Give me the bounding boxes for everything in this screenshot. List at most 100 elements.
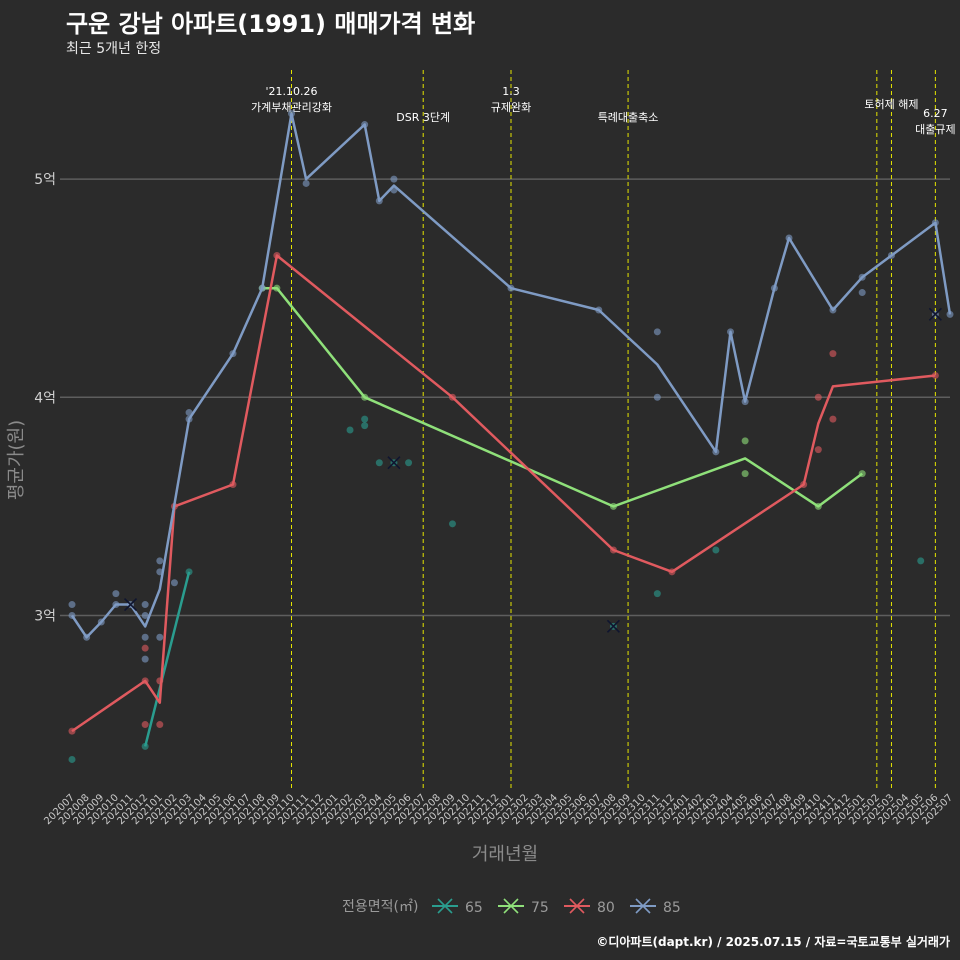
outlier-cross-65 xyxy=(387,456,401,470)
data-point-85 xyxy=(302,179,310,187)
y-tick-label: 3억 xyxy=(34,608,56,624)
data-point-65 xyxy=(405,459,413,467)
legend-key-cross-65 xyxy=(437,898,453,914)
series-line-80 xyxy=(71,254,936,733)
outlier-cross-85 xyxy=(123,597,138,612)
data-point-80 xyxy=(609,546,617,554)
data-point-65 xyxy=(361,415,369,423)
data-point-65 xyxy=(185,568,193,576)
data-point-80 xyxy=(229,481,237,489)
data-point-85 xyxy=(170,579,178,587)
data-point-85 xyxy=(185,415,193,423)
data-point-80 xyxy=(814,446,822,454)
data-point-65 xyxy=(68,755,76,763)
data-point-85 xyxy=(829,306,837,314)
data-point-75 xyxy=(741,437,749,445)
data-point-65 xyxy=(141,742,149,750)
data-point-65 xyxy=(375,459,383,467)
data-point-85 xyxy=(68,601,76,609)
event-annotation: 대출규제 xyxy=(915,123,955,136)
data-point-85 xyxy=(112,601,120,609)
data-point-85 xyxy=(97,618,105,626)
data-point-85 xyxy=(229,350,237,358)
legend-key-cross-80 xyxy=(569,898,585,914)
data-point-85 xyxy=(141,633,149,641)
data-point-80 xyxy=(141,721,149,729)
data-point-65 xyxy=(712,546,720,554)
data-point-65 xyxy=(917,557,925,565)
data-point-85 xyxy=(156,633,164,641)
data-point-85 xyxy=(141,611,149,619)
data-point-85 xyxy=(946,310,954,318)
data-point-85 xyxy=(507,284,515,292)
data-point-85 xyxy=(258,284,266,292)
data-point-80 xyxy=(141,644,149,652)
event-annotation: 6.27 xyxy=(923,107,948,120)
data-point-85 xyxy=(770,284,778,292)
data-point-80 xyxy=(68,727,76,735)
legend-label-85: 85 xyxy=(663,900,681,916)
data-point-80 xyxy=(156,721,164,729)
data-point-80 xyxy=(156,677,164,685)
data-point-85 xyxy=(112,590,120,598)
data-point-85 xyxy=(727,328,734,336)
legend-label-80: 80 xyxy=(597,900,615,916)
data-point-75 xyxy=(361,393,369,401)
data-point-85 xyxy=(931,219,939,227)
data-point-85 xyxy=(185,409,193,417)
data-point-85 xyxy=(141,601,149,609)
chart-title: 구운 강남 아파트(1991) 매매가격 변화 xyxy=(66,10,476,38)
data-point-85 xyxy=(653,393,661,401)
data-point-80 xyxy=(829,350,837,358)
data-point-85 xyxy=(858,273,866,281)
event-annotation: 토허제 해제 xyxy=(864,97,918,111)
event-annotation: 1.3 xyxy=(502,85,520,98)
data-point-80 xyxy=(800,481,808,489)
data-point-80 xyxy=(829,415,837,423)
data-point-75 xyxy=(609,502,617,510)
data-point-85 xyxy=(653,328,661,336)
data-point-75 xyxy=(741,470,749,478)
event-annotation: '21.10.26 xyxy=(265,85,317,98)
event-annotation: 가계부채관리강화 xyxy=(251,101,332,114)
data-point-75 xyxy=(858,470,866,478)
data-point-85 xyxy=(785,234,793,242)
y-tick-label: 5억 xyxy=(34,172,56,188)
data-point-85 xyxy=(858,289,866,297)
series-line-65 xyxy=(143,571,191,747)
data-point-85 xyxy=(595,306,603,314)
data-point-75 xyxy=(814,502,822,510)
data-point-85 xyxy=(361,121,369,129)
y-tick-label: 4억 xyxy=(34,390,56,406)
data-point-65 xyxy=(361,422,369,430)
data-point-85 xyxy=(288,110,295,118)
data-point-85 xyxy=(887,251,895,259)
data-point-65 xyxy=(448,520,456,528)
data-point-85 xyxy=(390,186,398,194)
data-point-85 xyxy=(156,557,164,565)
data-point-65 xyxy=(346,426,354,434)
legend-key-cross-75 xyxy=(503,898,519,914)
legend-key-cross-85 xyxy=(635,898,651,914)
event-annotation: DSR 3단계 xyxy=(396,111,450,124)
data-point-80 xyxy=(668,568,676,576)
y-axis-title: 평균가(원) xyxy=(6,420,27,500)
event-annotation: 특례대출축소 xyxy=(598,111,659,124)
data-point-75 xyxy=(273,284,281,292)
data-point-80 xyxy=(273,251,281,259)
legend-label-75: 75 xyxy=(531,900,549,916)
data-point-85 xyxy=(390,175,398,183)
data-point-80 xyxy=(448,393,456,401)
data-point-85 xyxy=(712,448,720,456)
data-point-85 xyxy=(741,398,749,406)
data-point-80 xyxy=(814,393,822,401)
chart-subtitle: 최근 5개년 한정 xyxy=(66,41,162,57)
data-point-85 xyxy=(375,197,383,205)
outlier-cross-65 xyxy=(606,619,620,633)
series-line-85 xyxy=(70,112,952,639)
data-point-65 xyxy=(653,590,661,598)
legend-label-65: 65 xyxy=(465,900,483,916)
data-point-85 xyxy=(83,633,91,641)
data-point-85 xyxy=(141,655,149,663)
